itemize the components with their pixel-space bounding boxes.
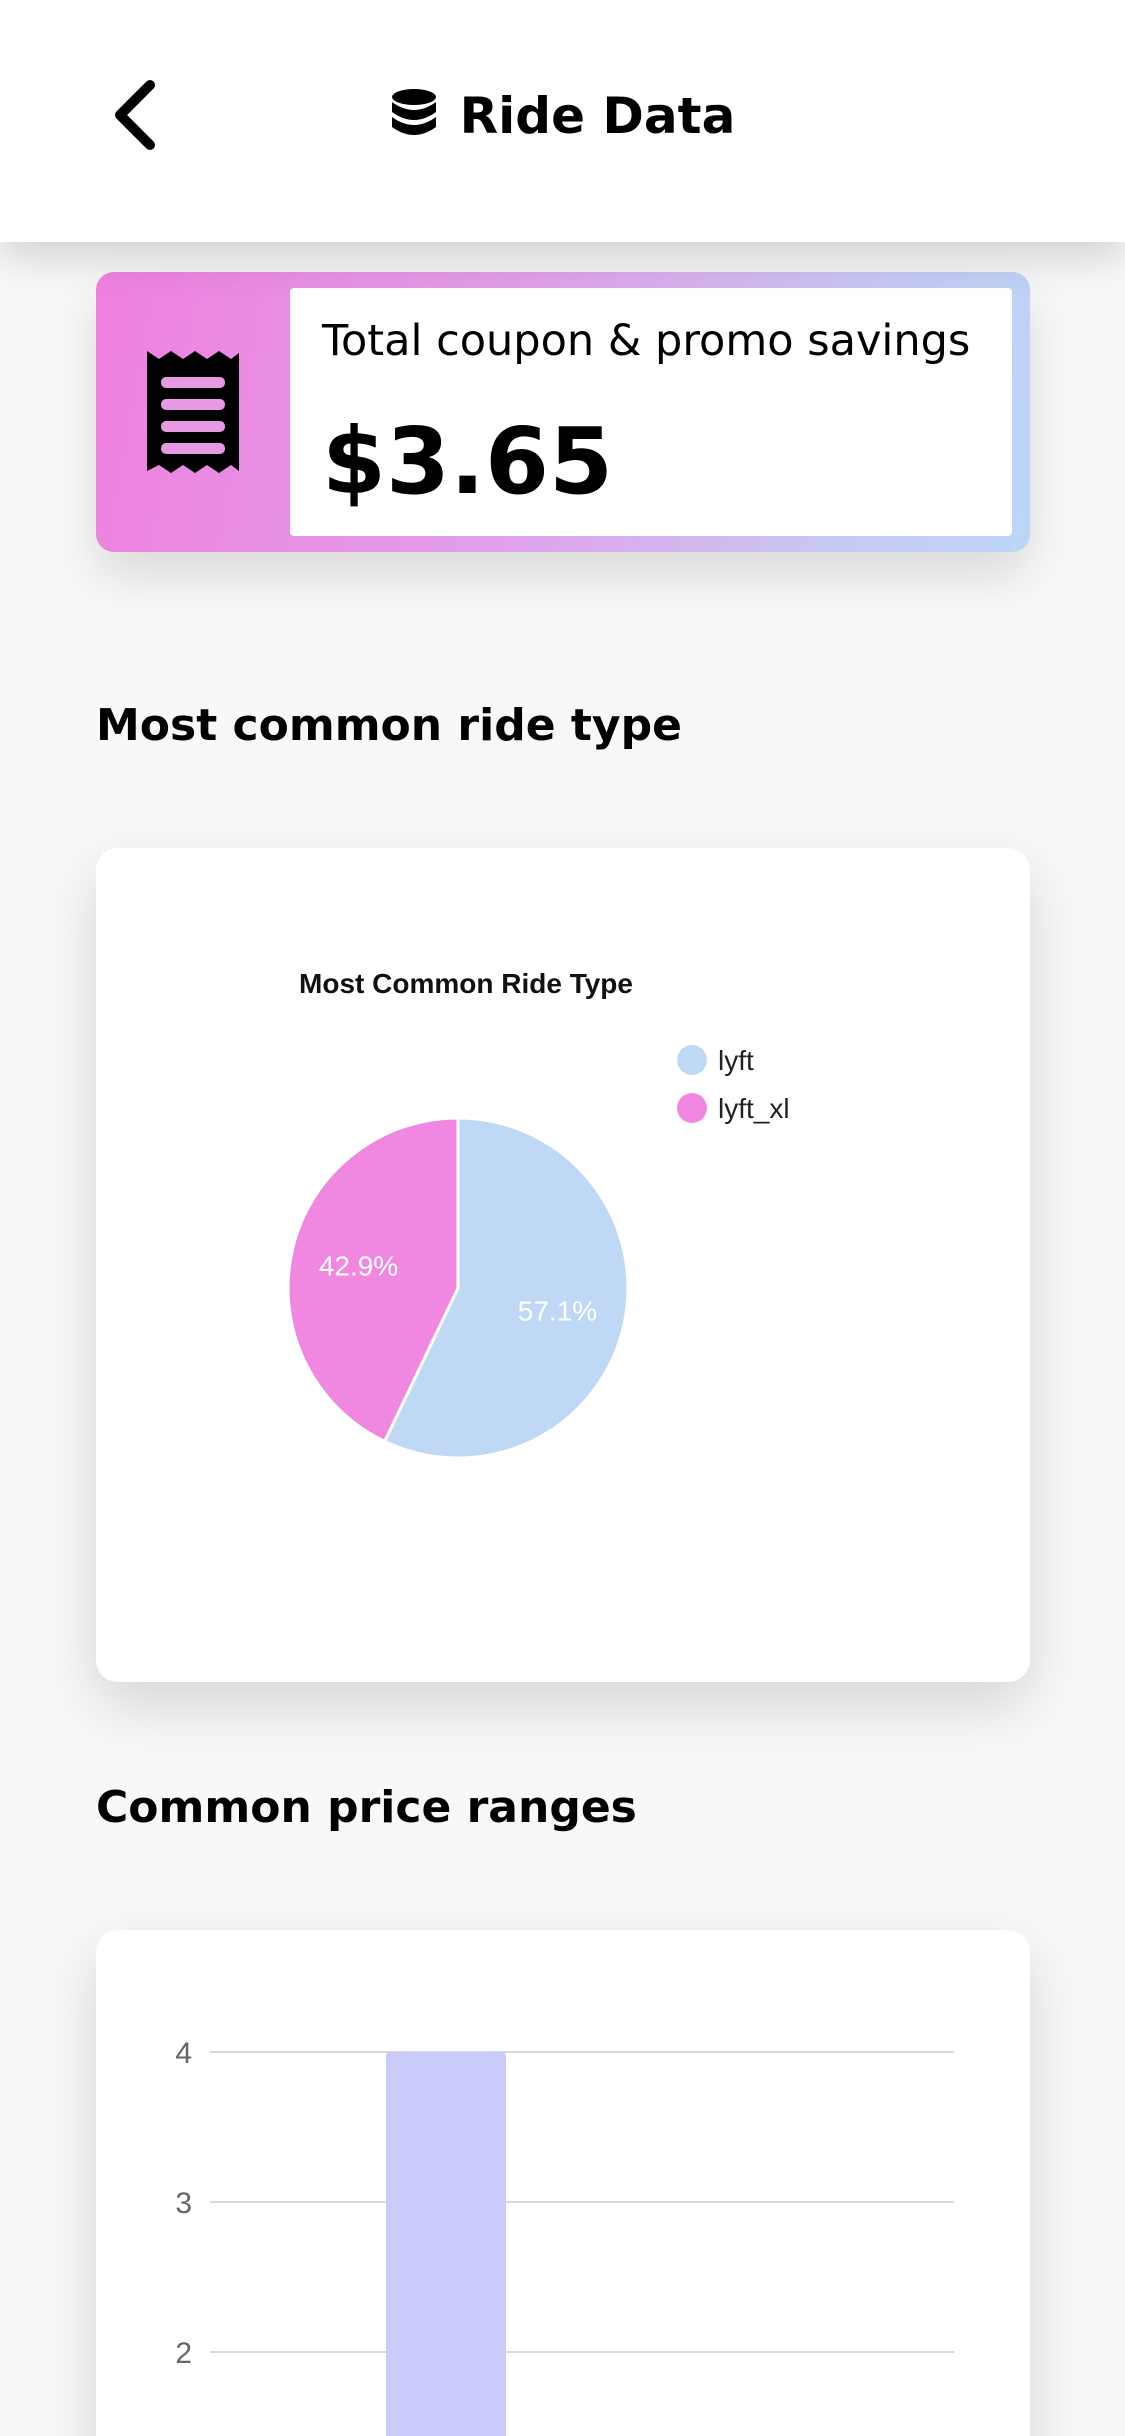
ride-type-section-title: Most common ride type — [96, 700, 682, 751]
database-icon — [391, 89, 436, 135]
back-button[interactable] — [96, 70, 176, 160]
coupon-savings-card: Total coupon & promo savings $3.65 — [96, 272, 1030, 552]
page-title: Ride Data — [459, 87, 736, 145]
savings-label: Total coupon & promo savings — [322, 316, 971, 366]
pie-slice-label: 57.1% — [518, 1296, 597, 1327]
y-tick-label: 4 — [175, 2037, 192, 2070]
price-ranges-bar-chart: 4 3 2 — [175, 2037, 954, 2436]
savings-content: Total coupon & promo savings $3.65 — [290, 288, 1012, 536]
legend-swatch — [677, 1045, 707, 1075]
ride-type-chart-card: Most Common Ride Type 57.1% lyft 42.9% lyft_… — [96, 848, 1030, 1682]
price-ranges-chart-card: 4 3 2 — [96, 1930, 1030, 2436]
pie-slice-label: 42.9% — [319, 1250, 398, 1281]
receipt-icon-box — [96, 272, 290, 552]
chevron-left-icon — [115, 80, 155, 150]
y-tick-label: 2 — [175, 2337, 192, 2370]
y-tick-label: 3 — [175, 2187, 192, 2220]
receipt-icon — [147, 351, 239, 473]
price-range-bar[interactable] — [386, 2052, 506, 2436]
pie-slice-lyft-xl[interactable] — [286, 1116, 460, 1444]
legend-item-label[interactable]: lyft_xl — [718, 1093, 790, 1124]
price-ranges-section-title: Common price ranges — [96, 1782, 637, 1833]
ride-type-pie-chart: Most Common Ride Type 57.1% lyft 42.9% lyft_… — [286, 968, 790, 1460]
header-title-group: Ride Data — [0, 78, 1125, 154]
pie-chart-title: Most Common Ride Type — [299, 968, 633, 999]
savings-amount: $3.65 — [322, 408, 614, 515]
pie-slice-lyft[interactable] — [382, 1116, 630, 1460]
legend-swatch — [677, 1093, 707, 1123]
legend-item-label[interactable]: lyft — [718, 1045, 754, 1076]
top-app-bar: Ride Data — [0, 0, 1125, 242]
